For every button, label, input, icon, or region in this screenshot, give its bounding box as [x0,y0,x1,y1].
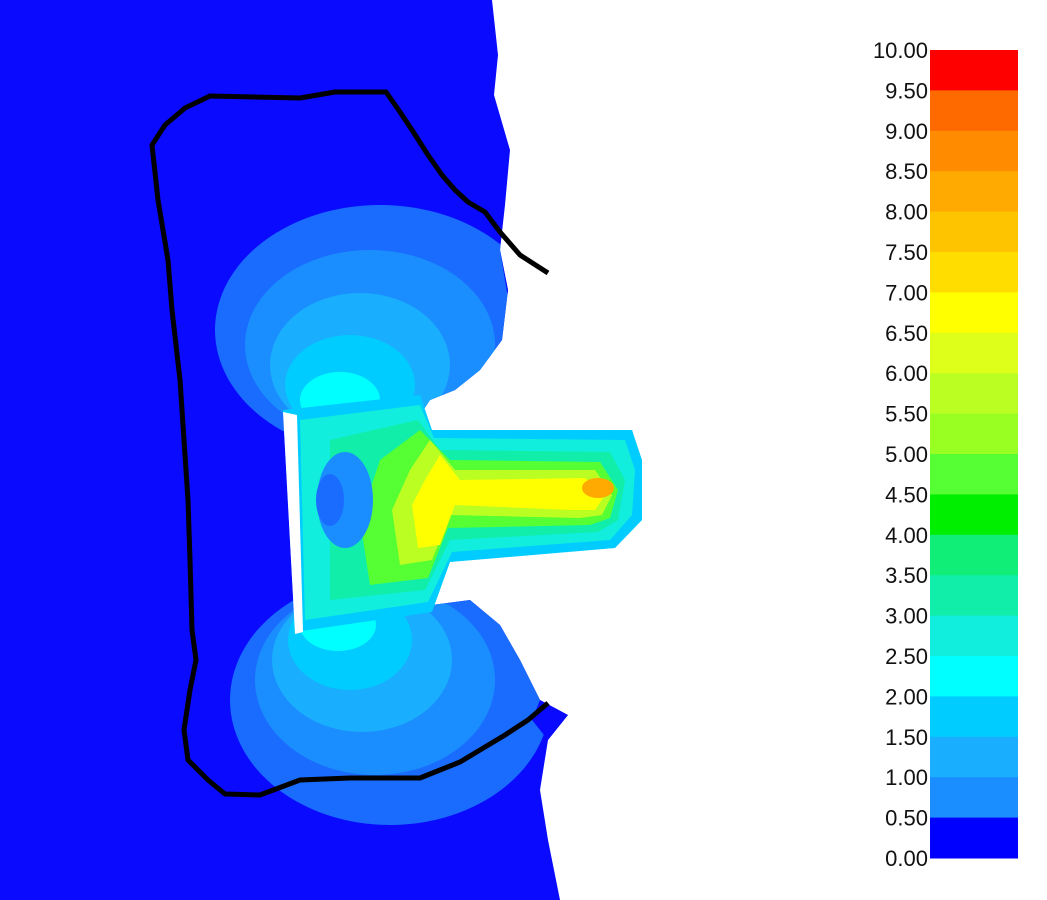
colorbar-band [930,90,1018,132]
colorbar-band [930,534,1018,576]
colorbar-tick-label: 5.00 [885,442,928,467]
colorbar-tick-label: 2.50 [885,644,928,669]
colorbar-band [930,494,1018,536]
colorbar: 10.00 9.50 9.00 8.50 8.00 7.50 7.00 6.50 6.00 5.5… [873,38,1018,871]
boundary-outline [149,89,550,798]
colorbar-band [930,817,1018,859]
colorbar-tick-label: 0.50 [885,806,928,831]
colorbar-band [930,50,1018,91]
inner-cavity [283,412,303,634]
colorbar-band [930,777,1018,819]
colorbar-tick-label: 0.00 [885,846,928,871]
colorbar-tick-label: 1.50 [885,725,928,750]
colorbar-tick-label: 3.50 [885,563,928,588]
colorbar-band [930,130,1018,172]
colorbar-tick-label: 2.00 [885,684,928,709]
colorbar-band [930,615,1018,657]
colorbar-tick-label: 7.00 [885,280,928,305]
colorbar-band [930,252,1018,293]
colorbar-band [930,171,1018,213]
colorbar-band [930,211,1018,253]
colorbar-band [930,413,1018,455]
colorbar-tick-label: 7.50 [885,240,928,265]
colorbar-tick-label: 4.50 [885,482,928,507]
colorbar-band [930,736,1018,778]
t-stress-region [283,395,642,634]
colorbar-tick-label: 1.00 [885,765,928,790]
colorbar-tick-label: 9.00 [885,119,928,144]
colorbar-tick-label: 6.00 [885,361,928,386]
colorbar-tick-label: 8.00 [885,200,928,225]
colorbar-band [930,373,1018,415]
colorbar-tick-label: 6.50 [885,321,928,346]
lower-contour-lobe [230,575,550,825]
colorbar-tick-labels: 10.00 9.50 9.00 8.50 8.00 7.50 7.00 6.50 6.00 5.5… [873,38,928,871]
colorbar-tick-label: 3.00 [885,604,928,629]
colorbar-tick-label: 8.50 [885,159,928,184]
colorbar-band [930,454,1018,495]
colorbar-band [930,292,1018,334]
colorbar-band [930,696,1018,738]
colorbar-bands [930,50,1018,859]
colorbar-band [930,575,1018,617]
colorbar-tick-label: 9.50 [885,78,928,103]
colorbar-tick-label: 10.00 [873,38,928,63]
colorbar-tick-label: 4.00 [885,523,928,548]
colorbar-band [930,332,1018,374]
colorbar-tick-label: 5.50 [885,402,928,427]
colorbar-band [930,656,1018,697]
